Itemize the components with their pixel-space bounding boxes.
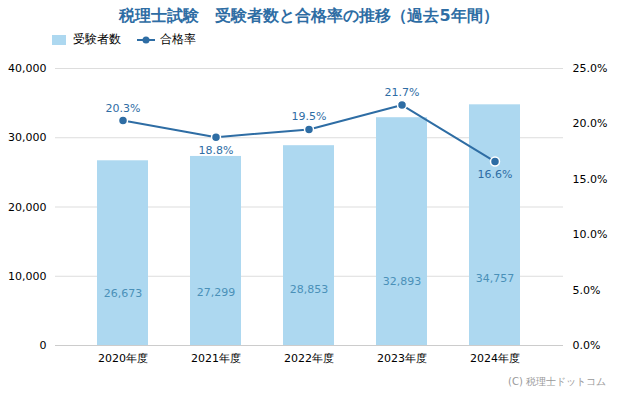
svg-text:40,000: 40,000: [8, 62, 47, 75]
svg-text:25.0%: 25.0%: [573, 62, 608, 75]
html-text:税理士試験 受験者数と合格率の推移（過去5年間）: 税理士試験 受験者数と合格率の推移（過去5年間）: [119, 6, 499, 25]
svg-text:27,299: 27,299: [197, 286, 236, 299]
svg-text:26,673: 26,673: [104, 287, 143, 300]
svg-text:20.0%: 20.0%: [573, 117, 608, 130]
svg-text:20.3%: 20.3%: [106, 102, 141, 115]
svg-text:2020年度: 2020年度: [98, 352, 148, 365]
svg-text:2021年度: 2021年度: [191, 352, 241, 365]
svg-text:16.6%: 16.6%: [478, 168, 513, 181]
svg-text:21.7%: 21.7%: [385, 86, 420, 99]
svg-text:10,000: 10,000: [8, 270, 47, 283]
svg-text:32,893: 32,893: [383, 275, 422, 288]
svg-text:2023年度: 2023年度: [377, 352, 427, 365]
svg-text:19.5%: 19.5%: [292, 110, 327, 123]
svg-text:18.8%: 18.8%: [199, 144, 234, 157]
svg-text:2022年度: 2022年度: [284, 352, 334, 365]
svg-text:0: 0: [40, 339, 47, 352]
svg-text:15.0%: 15.0%: [573, 173, 608, 186]
svg-text:10.0%: 10.0%: [573, 228, 608, 241]
svg-text:2024年度: 2024年度: [470, 352, 520, 365]
html-text:(C) 税理士ドットコム: (C) 税理士ドットコム: [508, 376, 606, 387]
svg-text:34,757: 34,757: [476, 272, 515, 285]
svg-text:30,000: 30,000: [8, 131, 47, 144]
html-text:合格率: 合格率: [160, 32, 196, 46]
svg-text:20,000: 20,000: [8, 201, 47, 214]
svg-text:28,853: 28,853: [290, 283, 329, 296]
html-text:受験者数: 受験者数: [73, 32, 121, 46]
svg-text:0.0%: 0.0%: [573, 339, 601, 352]
svg-text:5.0%: 5.0%: [573, 284, 601, 297]
